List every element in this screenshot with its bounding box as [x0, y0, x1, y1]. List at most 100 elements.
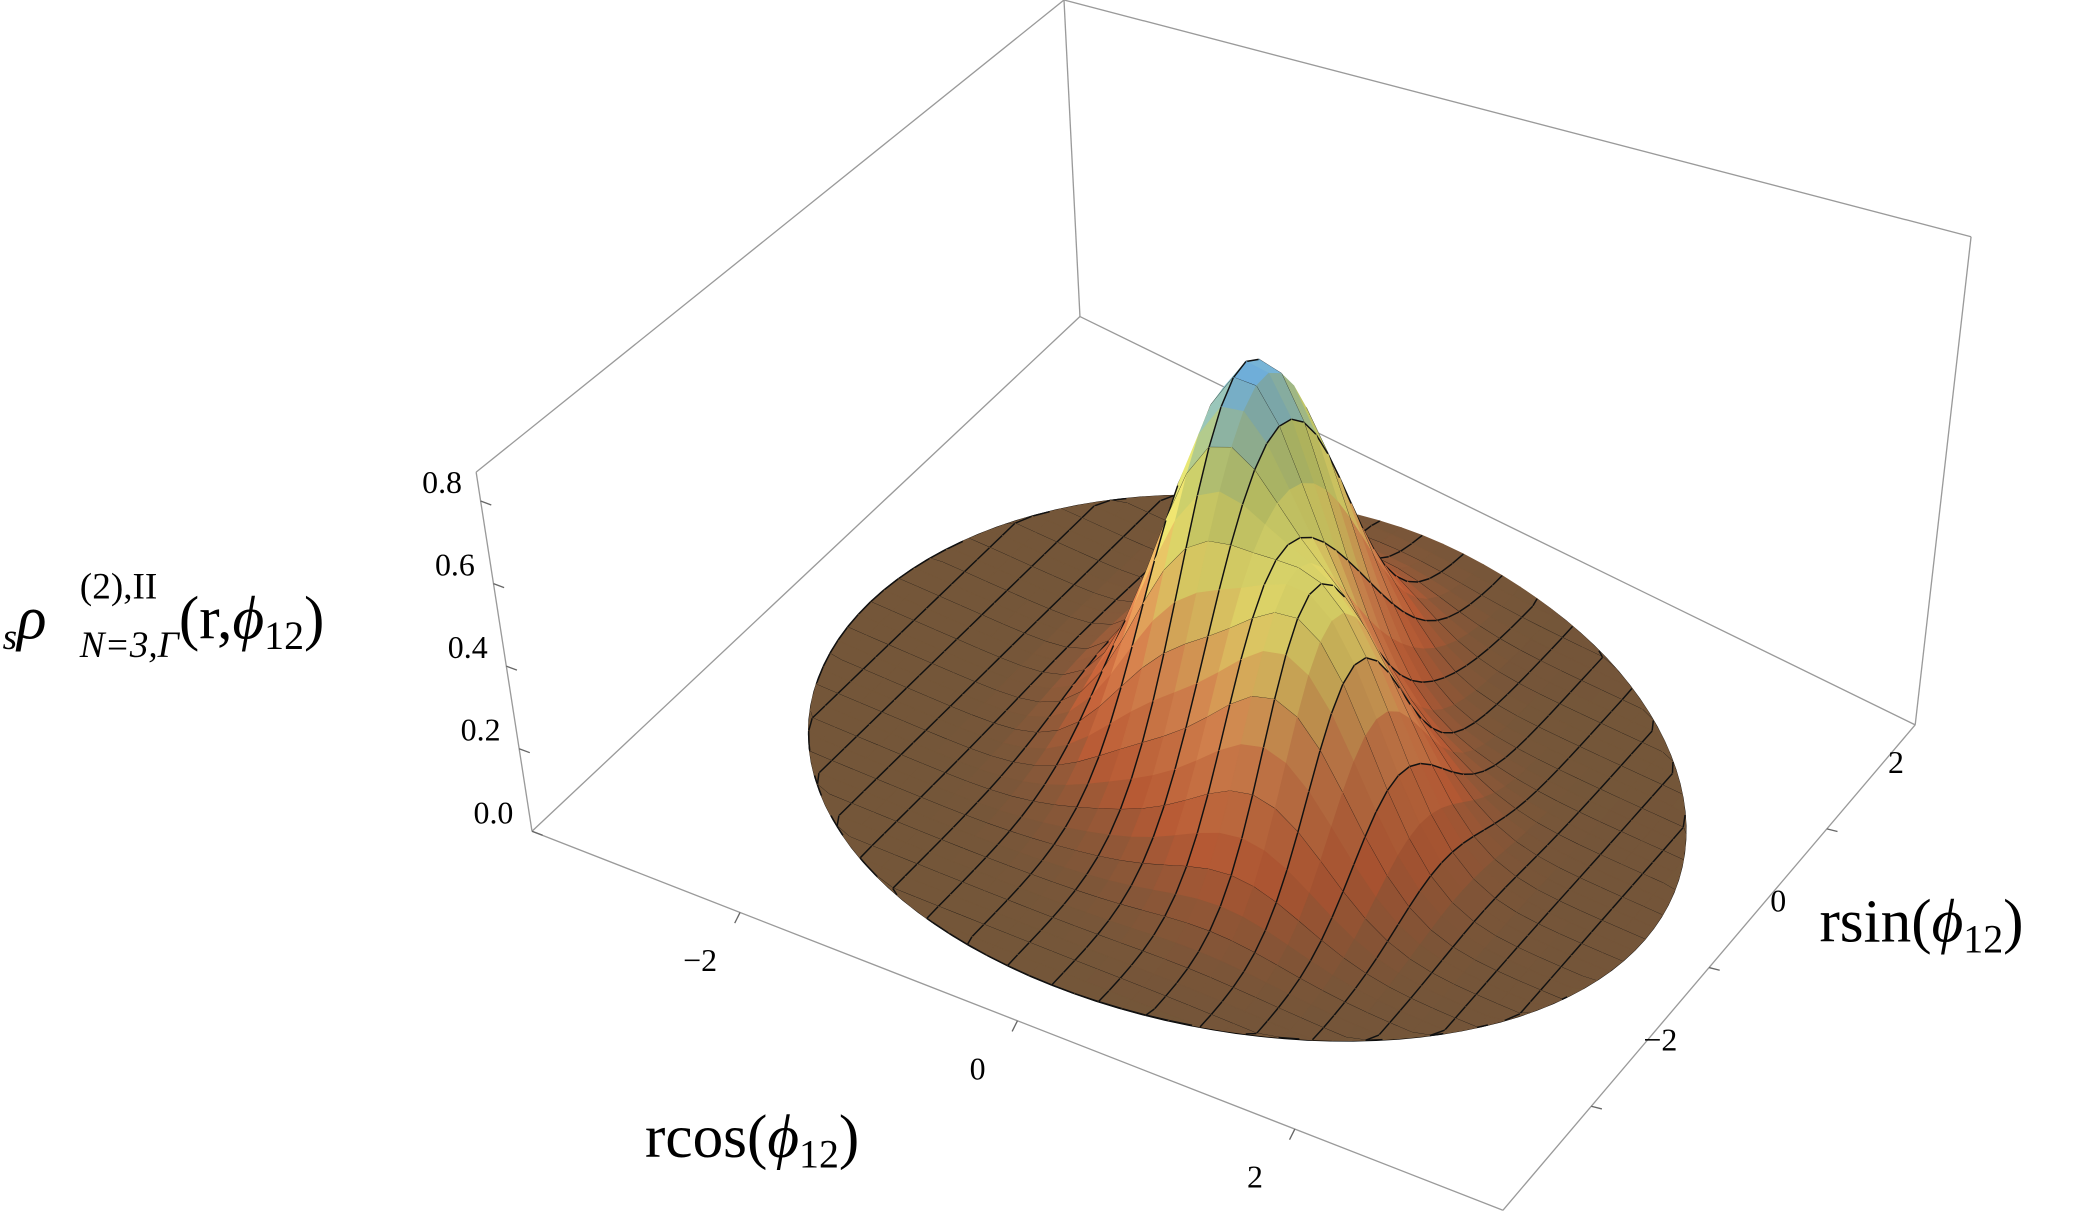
mesh-line [1376, 660, 1390, 673]
mesh-line [1055, 744, 1069, 767]
z-tick [493, 582, 505, 589]
mesh-line [1420, 762, 1432, 766]
mesh-line [938, 583, 952, 597]
mesh-line [1599, 777, 1611, 790]
mesh-line [1509, 617, 1523, 629]
mesh-line [859, 857, 868, 866]
mesh-line [1641, 862, 1654, 875]
mesh-line [807, 717, 813, 732]
mesh-line [874, 644, 889, 658]
mesh-line [829, 640, 839, 655]
z-tick-label: 0.8 [422, 465, 462, 500]
mesh-line [822, 653, 831, 668]
mesh-line [1185, 683, 1198, 729]
mesh-line [1169, 1019, 1193, 1027]
mesh-line [1109, 687, 1122, 725]
mesh-line [843, 736, 857, 750]
mesh-line [1386, 775, 1399, 792]
mesh-line [1515, 865, 1527, 878]
y-tick [1708, 966, 1720, 971]
mesh-line [980, 602, 995, 616]
mesh-line [1074, 874, 1088, 891]
mesh-line [1291, 418, 1304, 423]
surface-patch [1332, 1037, 1366, 1041]
mesh-line [904, 863, 918, 877]
mesh-line [1036, 717, 1050, 734]
mesh-line [1108, 904, 1121, 921]
mesh-line [1578, 800, 1590, 813]
mesh-line [1195, 636, 1209, 684]
mesh-line [1418, 577, 1430, 583]
mesh-line [1557, 757, 1570, 771]
mesh-line [1048, 596, 1062, 610]
mesh-line [1332, 584, 1346, 598]
mesh-line [1093, 499, 1111, 507]
mesh-line [1051, 904, 1065, 919]
zlabel-part: (r, [179, 584, 233, 652]
mesh-line [1101, 645, 1115, 672]
mesh-line [1485, 970, 1497, 984]
mesh-line [1474, 713, 1486, 724]
mesh-line [1370, 520, 1381, 527]
mesh-line [1569, 680, 1582, 693]
mesh-line [993, 590, 1008, 604]
mesh-line [994, 899, 1008, 914]
mesh-line [1537, 912, 1549, 925]
mesh-line [1480, 584, 1493, 597]
mesh-line [1321, 583, 1334, 587]
mesh-line [1098, 724, 1111, 757]
mesh-line [974, 669, 988, 683]
mesh-line [1074, 992, 1099, 1003]
mesh-line [883, 821, 897, 835]
zlabel-part: ϕ [232, 584, 264, 652]
mesh-line [1521, 605, 1534, 619]
mesh-line [986, 954, 1008, 967]
mesh-line [1029, 859, 1043, 875]
mesh-line [1548, 703, 1560, 717]
mesh-line [1591, 656, 1604, 670]
mesh-line [837, 626, 848, 641]
mesh-line [1578, 734, 1591, 748]
mesh-line [937, 893, 951, 908]
mesh-line [1365, 957, 1378, 975]
mesh-line [1152, 916, 1166, 936]
mesh-line [1185, 833, 1198, 867]
mesh-line [1504, 876, 1517, 889]
mesh-line [1210, 1001, 1223, 1016]
mesh-line [1469, 594, 1482, 606]
mesh-line [1264, 902, 1277, 931]
mesh-line [1319, 713, 1333, 752]
mesh-line [1014, 515, 1032, 525]
mesh-line [1141, 935, 1155, 952]
mesh-line [1472, 829, 1485, 838]
z-tick [506, 665, 518, 671]
mesh-line [1130, 950, 1144, 966]
mesh-line [1506, 683, 1519, 695]
mesh-line [849, 668, 864, 683]
mesh-line [868, 711, 882, 726]
mesh-line [1029, 672, 1043, 686]
mesh-line [1207, 750, 1220, 795]
mesh-line [1473, 909, 1485, 923]
mesh-line [1275, 544, 1289, 561]
mesh-line [1504, 1013, 1521, 1022]
box-edge [1079, 315, 1916, 726]
mesh-line [1174, 866, 1188, 895]
mesh-line [1420, 717, 1433, 729]
mesh-line [1447, 611, 1460, 619]
mesh-line [1001, 522, 1016, 537]
mesh-line [1430, 959, 1443, 974]
mesh-line [1147, 500, 1161, 514]
mesh-line [1546, 834, 1559, 846]
mesh-line [1130, 742, 1143, 780]
mesh-line [816, 784, 823, 796]
mesh-line [1525, 790, 1538, 802]
mesh-line [1266, 425, 1280, 445]
mesh-line [930, 651, 945, 665]
mesh-line [971, 924, 985, 938]
mesh-line [1119, 885, 1132, 905]
mesh-line [1567, 746, 1580, 759]
mesh-line [1407, 580, 1419, 583]
mesh-line [1485, 704, 1497, 715]
mesh-line [1075, 783, 1089, 808]
